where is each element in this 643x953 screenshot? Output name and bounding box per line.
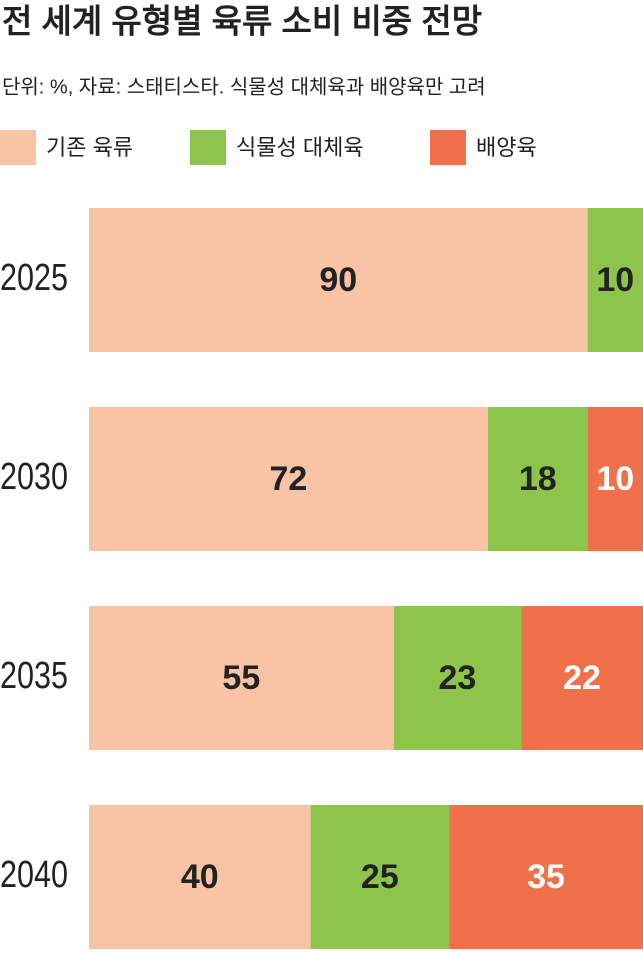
data-label: 22 (563, 659, 601, 697)
bar-segment (587, 407, 643, 551)
legend-label: 식물성 대체육 (236, 135, 364, 160)
bar-segment (89, 407, 488, 551)
legend-swatch (190, 130, 226, 165)
legend-swatch (430, 130, 466, 165)
bar-segment (393, 606, 522, 750)
bar-segment (89, 805, 311, 949)
chart-title: 전 세계 유형별 육류 소비 비중 전망 (2, 3, 482, 40)
bar-segment (587, 208, 643, 352)
data-label: 10 (596, 460, 634, 498)
bar-segment (89, 208, 588, 352)
y-tick-label: 2025 (0, 257, 68, 299)
bar-segment (89, 606, 394, 750)
bar-segment (449, 805, 643, 949)
data-label: 72 (270, 460, 308, 498)
data-label: 40 (181, 858, 219, 896)
data-label: 18 (519, 460, 557, 498)
y-tick-label: 2040 (0, 854, 68, 896)
y-tick-label: 2030 (0, 456, 68, 498)
legend-label: 배양육 (476, 135, 537, 160)
legend-swatch (0, 130, 36, 165)
y-tick-label: 2035 (0, 655, 68, 697)
bar-segment (487, 407, 588, 551)
data-label: 25 (361, 858, 399, 896)
data-label: 10 (596, 261, 634, 299)
legend-label: 기존 육류 (46, 135, 133, 160)
chart-subtitle: 단위: %, 자료: 스태티스타. 식물성 대체육과 배양육만 고려 (2, 75, 486, 98)
data-label: 55 (222, 659, 260, 697)
data-label: 35 (527, 858, 565, 896)
data-label: 90 (319, 261, 357, 299)
data-label: 23 (438, 659, 476, 697)
bar-segment (310, 805, 450, 949)
bar-segment (521, 606, 643, 750)
